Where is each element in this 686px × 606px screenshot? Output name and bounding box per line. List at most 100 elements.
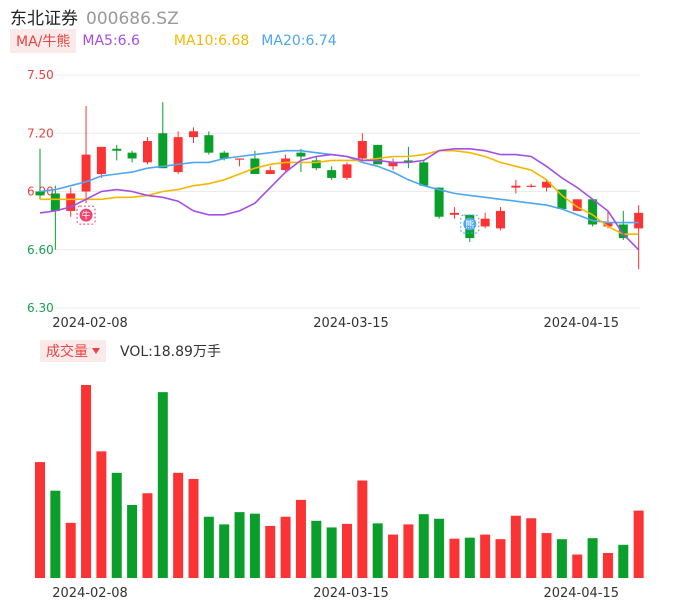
candle[interactable] [542,179,552,192]
candle-body [127,152,137,159]
volume-bar[interactable] [418,514,429,578]
ma10-line [40,149,639,235]
candle[interactable] [173,131,183,175]
volume-bar[interactable] [342,523,352,578]
volume-bar[interactable] [633,510,644,578]
bull-marker[interactable]: 牛 [76,205,96,225]
candle-body [388,162,398,167]
candle-body [634,212,644,229]
marker-badge [79,208,93,222]
volume-bar[interactable] [495,539,506,578]
candle[interactable] [603,210,613,229]
volume-bar[interactable] [510,515,521,578]
candle[interactable] [419,160,429,186]
candle[interactable] [634,205,644,270]
price-date-label: 2024-04-15 [543,316,619,331]
candle[interactable] [327,166,337,180]
candle-body [342,164,352,178]
candle[interactable] [265,166,275,175]
volume-bar[interactable] [65,522,76,578]
candle[interactable] [511,179,521,194]
volume-bar[interactable] [81,385,92,578]
candle[interactable] [158,102,168,169]
volume-bar[interactable] [173,472,184,578]
candle[interactable] [388,158,398,171]
volume-bar[interactable] [357,480,368,578]
volume-bar[interactable] [464,537,475,578]
volume-bar[interactable] [50,490,61,578]
volume-bar[interactable] [326,527,337,578]
volume-bar[interactable] [127,504,138,578]
volume-date-label: 2024-04-15 [543,586,619,601]
volume-bar[interactable] [556,539,567,578]
volume-bar[interactable] [188,478,199,578]
candle[interactable] [403,146,413,169]
candle[interactable] [311,156,321,171]
volume-indicator-selector[interactable]: 成交量 [40,340,106,362]
volume-date-label: 2024-02-08 [52,586,128,601]
volume-bar[interactable] [449,538,460,578]
volume-bar[interactable] [219,524,230,578]
ma5-line [39,148,640,251]
volume-bar[interactable] [434,518,445,578]
volume-bar[interactable] [35,462,45,578]
candle[interactable] [557,189,567,209]
volume-bar[interactable] [618,544,629,578]
candle[interactable] [434,187,444,219]
volume-bar[interactable] [265,525,276,578]
candle[interactable] [127,150,137,163]
candle[interactable] [235,158,245,167]
candle[interactable] [204,131,214,155]
candle[interactable] [496,207,505,231]
candle[interactable] [342,162,352,180]
candle[interactable] [189,127,198,143]
volume-bar[interactable] [587,538,598,578]
ma-indicator-selector[interactable]: MA/牛熊 [10,29,77,53]
candle-body [66,193,76,211]
stock-name: 东北证券 [10,9,78,29]
candle[interactable] [572,199,582,211]
candle-body [327,170,337,178]
candle[interactable] [112,144,122,161]
volume-bar[interactable] [142,493,153,578]
candle[interactable] [50,185,60,250]
volume-bar[interactable] [311,520,322,578]
price-tick-label: 6.60 [27,243,54,257]
volume-bar[interactable] [526,518,537,578]
volume-bar[interactable] [234,512,245,578]
candle[interactable] [449,207,459,219]
candle[interactable] [96,146,106,178]
volume-bar[interactable] [388,534,399,578]
volume-bar[interactable] [157,392,168,578]
volume-bar[interactable] [203,516,214,578]
volume-bar[interactable] [572,554,583,578]
candle[interactable] [480,212,490,229]
candle[interactable] [357,133,367,161]
candle[interactable] [81,106,91,204]
candle[interactable] [588,199,598,227]
candle-body [265,170,275,175]
volume-bar[interactable] [280,516,291,578]
price-tick-label: 6.30 [27,301,54,315]
volume-indicator-label: 成交量 [46,344,88,360]
candle[interactable] [618,210,628,241]
volume-bar[interactable] [249,513,260,578]
candle[interactable] [66,187,76,217]
volume-bar[interactable] [111,472,122,578]
volume-bar[interactable] [403,524,414,578]
candle-body [281,158,291,171]
candle-body [96,146,106,175]
candle[interactable] [526,183,536,188]
volume-bar[interactable] [372,523,383,578]
volume-bar[interactable] [480,534,491,578]
candle-body [81,154,91,192]
bear-marker[interactable]: 熊 [460,214,480,234]
candle[interactable] [281,154,291,173]
volume-bar[interactable] [602,552,613,578]
volume-bar[interactable] [541,533,552,578]
candle[interactable] [142,137,152,165]
candle-body [603,222,613,227]
volume-bar[interactable] [295,499,306,578]
volume-bar[interactable] [96,451,107,578]
